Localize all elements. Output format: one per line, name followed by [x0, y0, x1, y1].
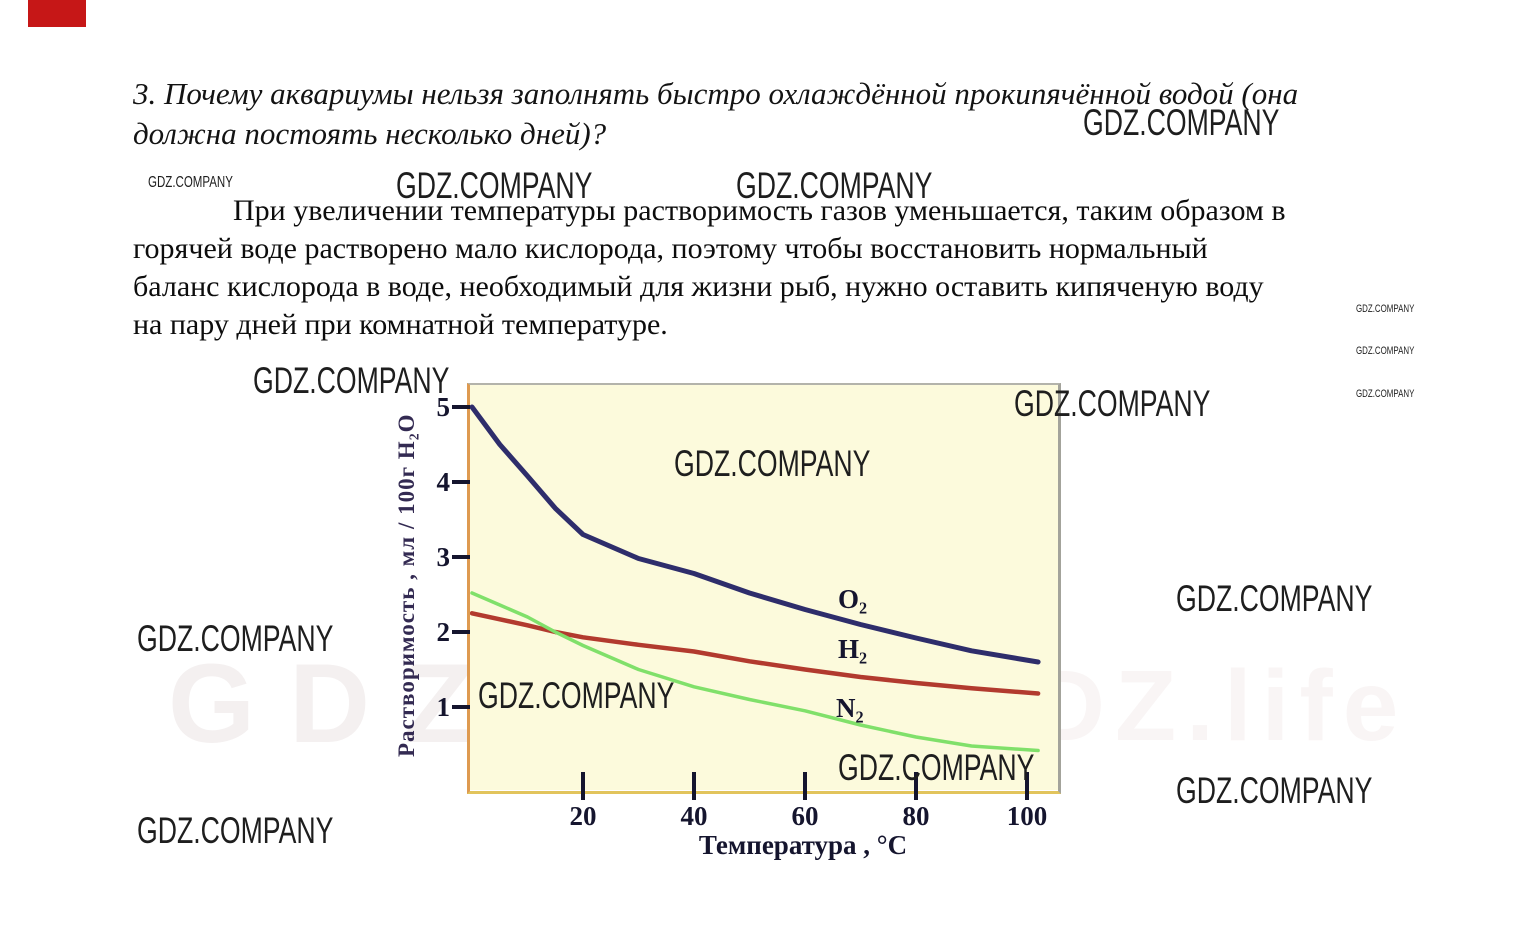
y-axis-title: Растворимость , мл / 100г H₂O	[394, 413, 419, 757]
x-tick	[581, 772, 585, 800]
watermark: GDZ.COMPANY	[1014, 383, 1211, 424]
y-tick-label: 5	[436, 392, 451, 422]
question-text: 3. Почему аквариумы нельзя заполнять быс…	[133, 74, 1433, 154]
watermark: GDZ.COMPANY	[148, 174, 233, 191]
curve-label-o2: O₂	[838, 584, 868, 614]
y-tick	[452, 630, 470, 634]
watermark: GDZ.COMPANY	[838, 747, 1035, 788]
watermark: GDZ.COMPANY	[1356, 345, 1415, 357]
y-tick-label: 2	[436, 617, 451, 647]
watermark: GDZ.COMPANY	[736, 165, 933, 206]
y-tick	[452, 555, 470, 559]
question-line: должна постоять несколько дней)?	[133, 116, 607, 151]
watermark: GDZ.COMPANY	[674, 443, 871, 484]
watermark: GDZ.COMPANY	[1356, 388, 1415, 400]
y-tick	[452, 705, 470, 709]
x-tick-label: 80	[902, 801, 930, 831]
y-tick-label: 4	[436, 467, 451, 497]
x-tick-label: 60	[791, 801, 819, 831]
watermark: GDZ.COMPANY	[1083, 102, 1280, 143]
curve-h2	[470, 611, 1041, 696]
x-tick-label: 100	[1006, 801, 1048, 831]
curve-label-n2: N₂	[836, 693, 864, 723]
curve-n2	[470, 591, 1040, 753]
x-axis-title: Температура , °С	[698, 830, 908, 860]
answer-line: баланс кислорода в воде, необходимый для…	[133, 270, 1264, 303]
watermark: GDZ.COMPANY	[478, 675, 675, 716]
question-line: 3. Почему аквариумы нельзя заполнять быс…	[133, 76, 1299, 111]
watermark: GDZ.COMPANY	[396, 165, 593, 206]
plot-background	[470, 385, 1058, 790]
answer-line: При увеличении температуры растворимость…	[233, 194, 1286, 227]
faint-background-watermark: GDZ	[168, 641, 507, 766]
watermark: GDZ.COMPANY	[137, 810, 334, 851]
x-tick	[914, 772, 918, 800]
x-tick	[692, 772, 696, 800]
chart-curves	[470, 404, 1041, 753]
x-tick	[1025, 772, 1029, 800]
y-tick	[452, 480, 470, 484]
answer-text: При увеличении температуры растворимость…	[133, 192, 1453, 344]
answer-line: на пару дней при комнатной температуре.	[133, 308, 668, 341]
curve-o2	[470, 404, 1041, 665]
watermark: GDZ.COMPANY	[137, 618, 334, 659]
y-tick	[452, 405, 470, 409]
watermark: GDZ.COMPANY	[1176, 770, 1373, 811]
x-tick	[803, 772, 807, 800]
answer-line: горячей воде растворено мало кислорода, …	[133, 232, 1208, 265]
y-tick-label: 3	[436, 542, 451, 572]
red-corner-marker	[28, 0, 86, 27]
watermark: GDZ.COMPANY	[1356, 303, 1415, 315]
chart-area: Растворимость , мл / 100г H₂O O₂ H₂ N₂ Т…	[394, 381, 1118, 891]
x-tick-label: 40	[680, 801, 708, 831]
watermark: GDZ.COMPANY	[253, 360, 450, 401]
y-tick-label: 1	[436, 692, 451, 722]
x-tick-label: 20	[569, 801, 597, 831]
watermark: GDZ.COMPANY	[1176, 578, 1373, 619]
curve-label-h2: H₂	[838, 634, 868, 664]
